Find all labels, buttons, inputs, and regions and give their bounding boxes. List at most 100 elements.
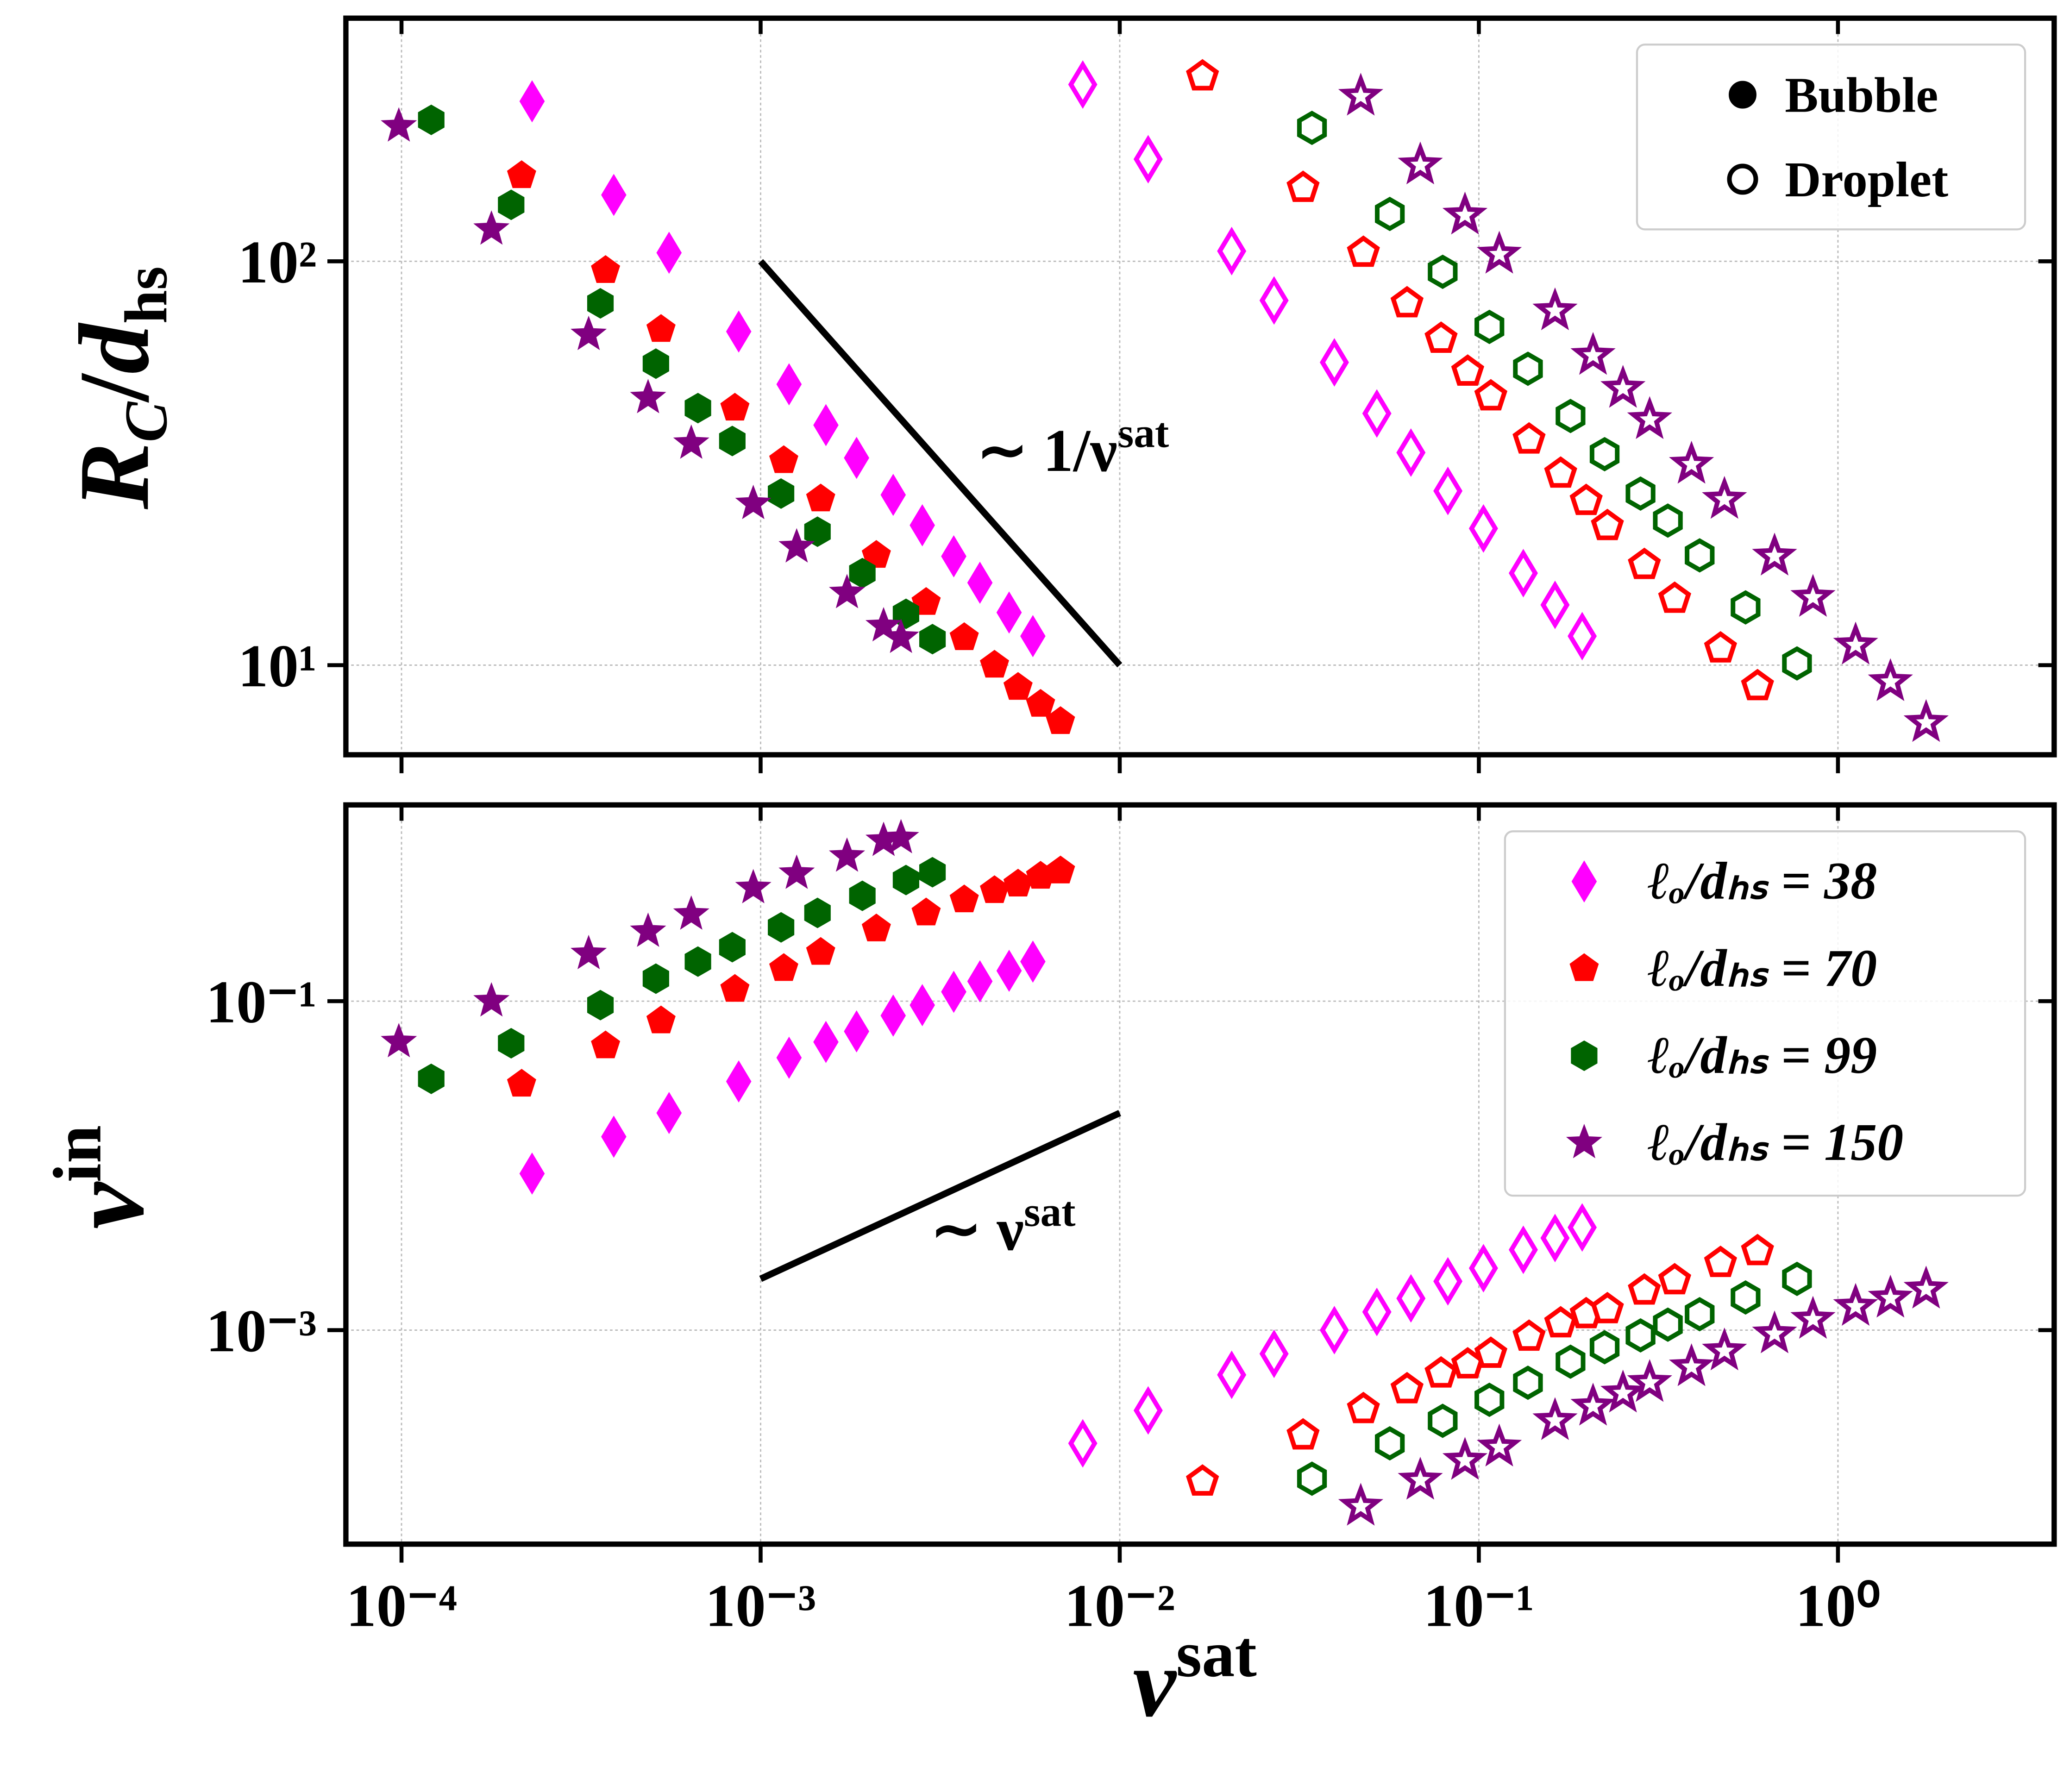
marker bbox=[1868, 1274, 1913, 1318]
marker bbox=[1544, 456, 1577, 488]
marker bbox=[1396, 428, 1426, 477]
marker bbox=[1532, 1397, 1578, 1440]
marker bbox=[1600, 365, 1646, 408]
marker bbox=[1474, 309, 1505, 345]
legend-label: Bubble bbox=[1785, 68, 1938, 123]
marker bbox=[1442, 191, 1488, 235]
x-tick-label: 10⁻¹ bbox=[1424, 1572, 1535, 1639]
marker bbox=[1068, 60, 1098, 109]
marker bbox=[1568, 612, 1597, 661]
legend-marker bbox=[1571, 860, 1597, 903]
marker bbox=[630, 379, 666, 414]
marker bbox=[519, 1152, 545, 1195]
legend-label: ℓₒ/dₕₛ = 150 bbox=[1648, 1113, 1903, 1172]
marker bbox=[806, 937, 835, 965]
marker bbox=[1468, 504, 1498, 553]
marker bbox=[684, 393, 711, 424]
marker bbox=[1375, 1426, 1405, 1461]
marker bbox=[813, 1021, 839, 1063]
legend-label: ℓₒ/dₕₛ = 70 bbox=[1648, 939, 1877, 997]
marker bbox=[726, 310, 752, 353]
guide-line bbox=[758, 259, 1123, 668]
marker bbox=[1217, 226, 1247, 276]
marker bbox=[1653, 1307, 1683, 1342]
marker bbox=[1782, 646, 1812, 681]
marker bbox=[778, 854, 815, 889]
x-label-sup: sat bbox=[1176, 1617, 1257, 1691]
marker bbox=[776, 1036, 802, 1079]
marker bbox=[1752, 533, 1797, 576]
y-axis-label-bottom: νin bbox=[40, 1125, 166, 1229]
annotation-sup: sat bbox=[1024, 1189, 1076, 1235]
x-tick-label: 10⁻² bbox=[1064, 1572, 1175, 1639]
y-label-part: ν bbox=[49, 1181, 166, 1229]
marker bbox=[804, 516, 831, 547]
legend-marker bbox=[1569, 953, 1599, 981]
marker bbox=[1570, 1383, 1616, 1426]
marker bbox=[1186, 1464, 1219, 1496]
marker bbox=[1556, 399, 1586, 433]
marker bbox=[1133, 1386, 1163, 1435]
marker bbox=[1570, 332, 1616, 375]
marker bbox=[1627, 396, 1672, 439]
marker bbox=[1628, 547, 1661, 579]
y-label-part: in bbox=[40, 1125, 116, 1183]
x-tick-label: 10⁻⁴ bbox=[346, 1572, 457, 1639]
annotation-sup: sat bbox=[1117, 410, 1169, 457]
marker bbox=[1658, 1263, 1691, 1295]
marker bbox=[1513, 351, 1543, 386]
y-label-part: hs bbox=[113, 266, 180, 324]
annotation-base: ∼ ν bbox=[931, 1196, 1024, 1263]
marker bbox=[1338, 1483, 1384, 1526]
marker bbox=[1903, 699, 1949, 742]
marker bbox=[646, 1005, 676, 1034]
marker bbox=[1702, 476, 1747, 519]
marker bbox=[1424, 1356, 1458, 1388]
x-tick-label: 10⁻³ bbox=[705, 1572, 816, 1639]
legend-marker bbox=[1729, 81, 1756, 109]
marker bbox=[1512, 1319, 1546, 1351]
marker bbox=[919, 857, 946, 888]
marker bbox=[719, 932, 746, 963]
marker bbox=[1390, 286, 1424, 318]
marker bbox=[1133, 135, 1163, 184]
marker bbox=[1569, 483, 1603, 515]
marker bbox=[1020, 615, 1046, 658]
marker bbox=[806, 483, 835, 512]
marker bbox=[967, 960, 993, 1003]
plot-frame bbox=[343, 802, 2057, 1547]
marker bbox=[1741, 669, 1774, 701]
legend-marker bbox=[1727, 163, 1758, 195]
marker bbox=[1476, 231, 1522, 274]
marker bbox=[1338, 73, 1384, 116]
marker bbox=[1186, 59, 1219, 91]
marker bbox=[804, 897, 831, 928]
marker bbox=[1297, 1461, 1327, 1496]
marker bbox=[1442, 1437, 1488, 1480]
marker bbox=[910, 504, 935, 546]
marker bbox=[1362, 1287, 1392, 1336]
marker bbox=[1428, 254, 1458, 289]
y-tick-label: 10² bbox=[238, 229, 317, 296]
marker bbox=[418, 104, 445, 135]
marker bbox=[601, 1115, 627, 1158]
marker bbox=[381, 1023, 417, 1058]
marker bbox=[418, 1063, 445, 1094]
marker bbox=[507, 160, 536, 188]
marker bbox=[1540, 580, 1570, 629]
marker bbox=[1833, 621, 1878, 664]
marker bbox=[1474, 379, 1508, 411]
marker bbox=[768, 912, 795, 943]
marker bbox=[1627, 1359, 1672, 1402]
plot-frame bbox=[343, 15, 2057, 758]
marker bbox=[1600, 1369, 1646, 1413]
marker bbox=[828, 574, 866, 608]
marker bbox=[735, 484, 772, 520]
legend-marker bbox=[1566, 1123, 1602, 1159]
marker bbox=[1390, 1372, 1424, 1404]
marker bbox=[1286, 170, 1320, 202]
y-label-part: R bbox=[58, 442, 169, 509]
marker bbox=[861, 540, 891, 568]
y-label-part: d bbox=[58, 323, 169, 374]
marker bbox=[861, 913, 891, 941]
